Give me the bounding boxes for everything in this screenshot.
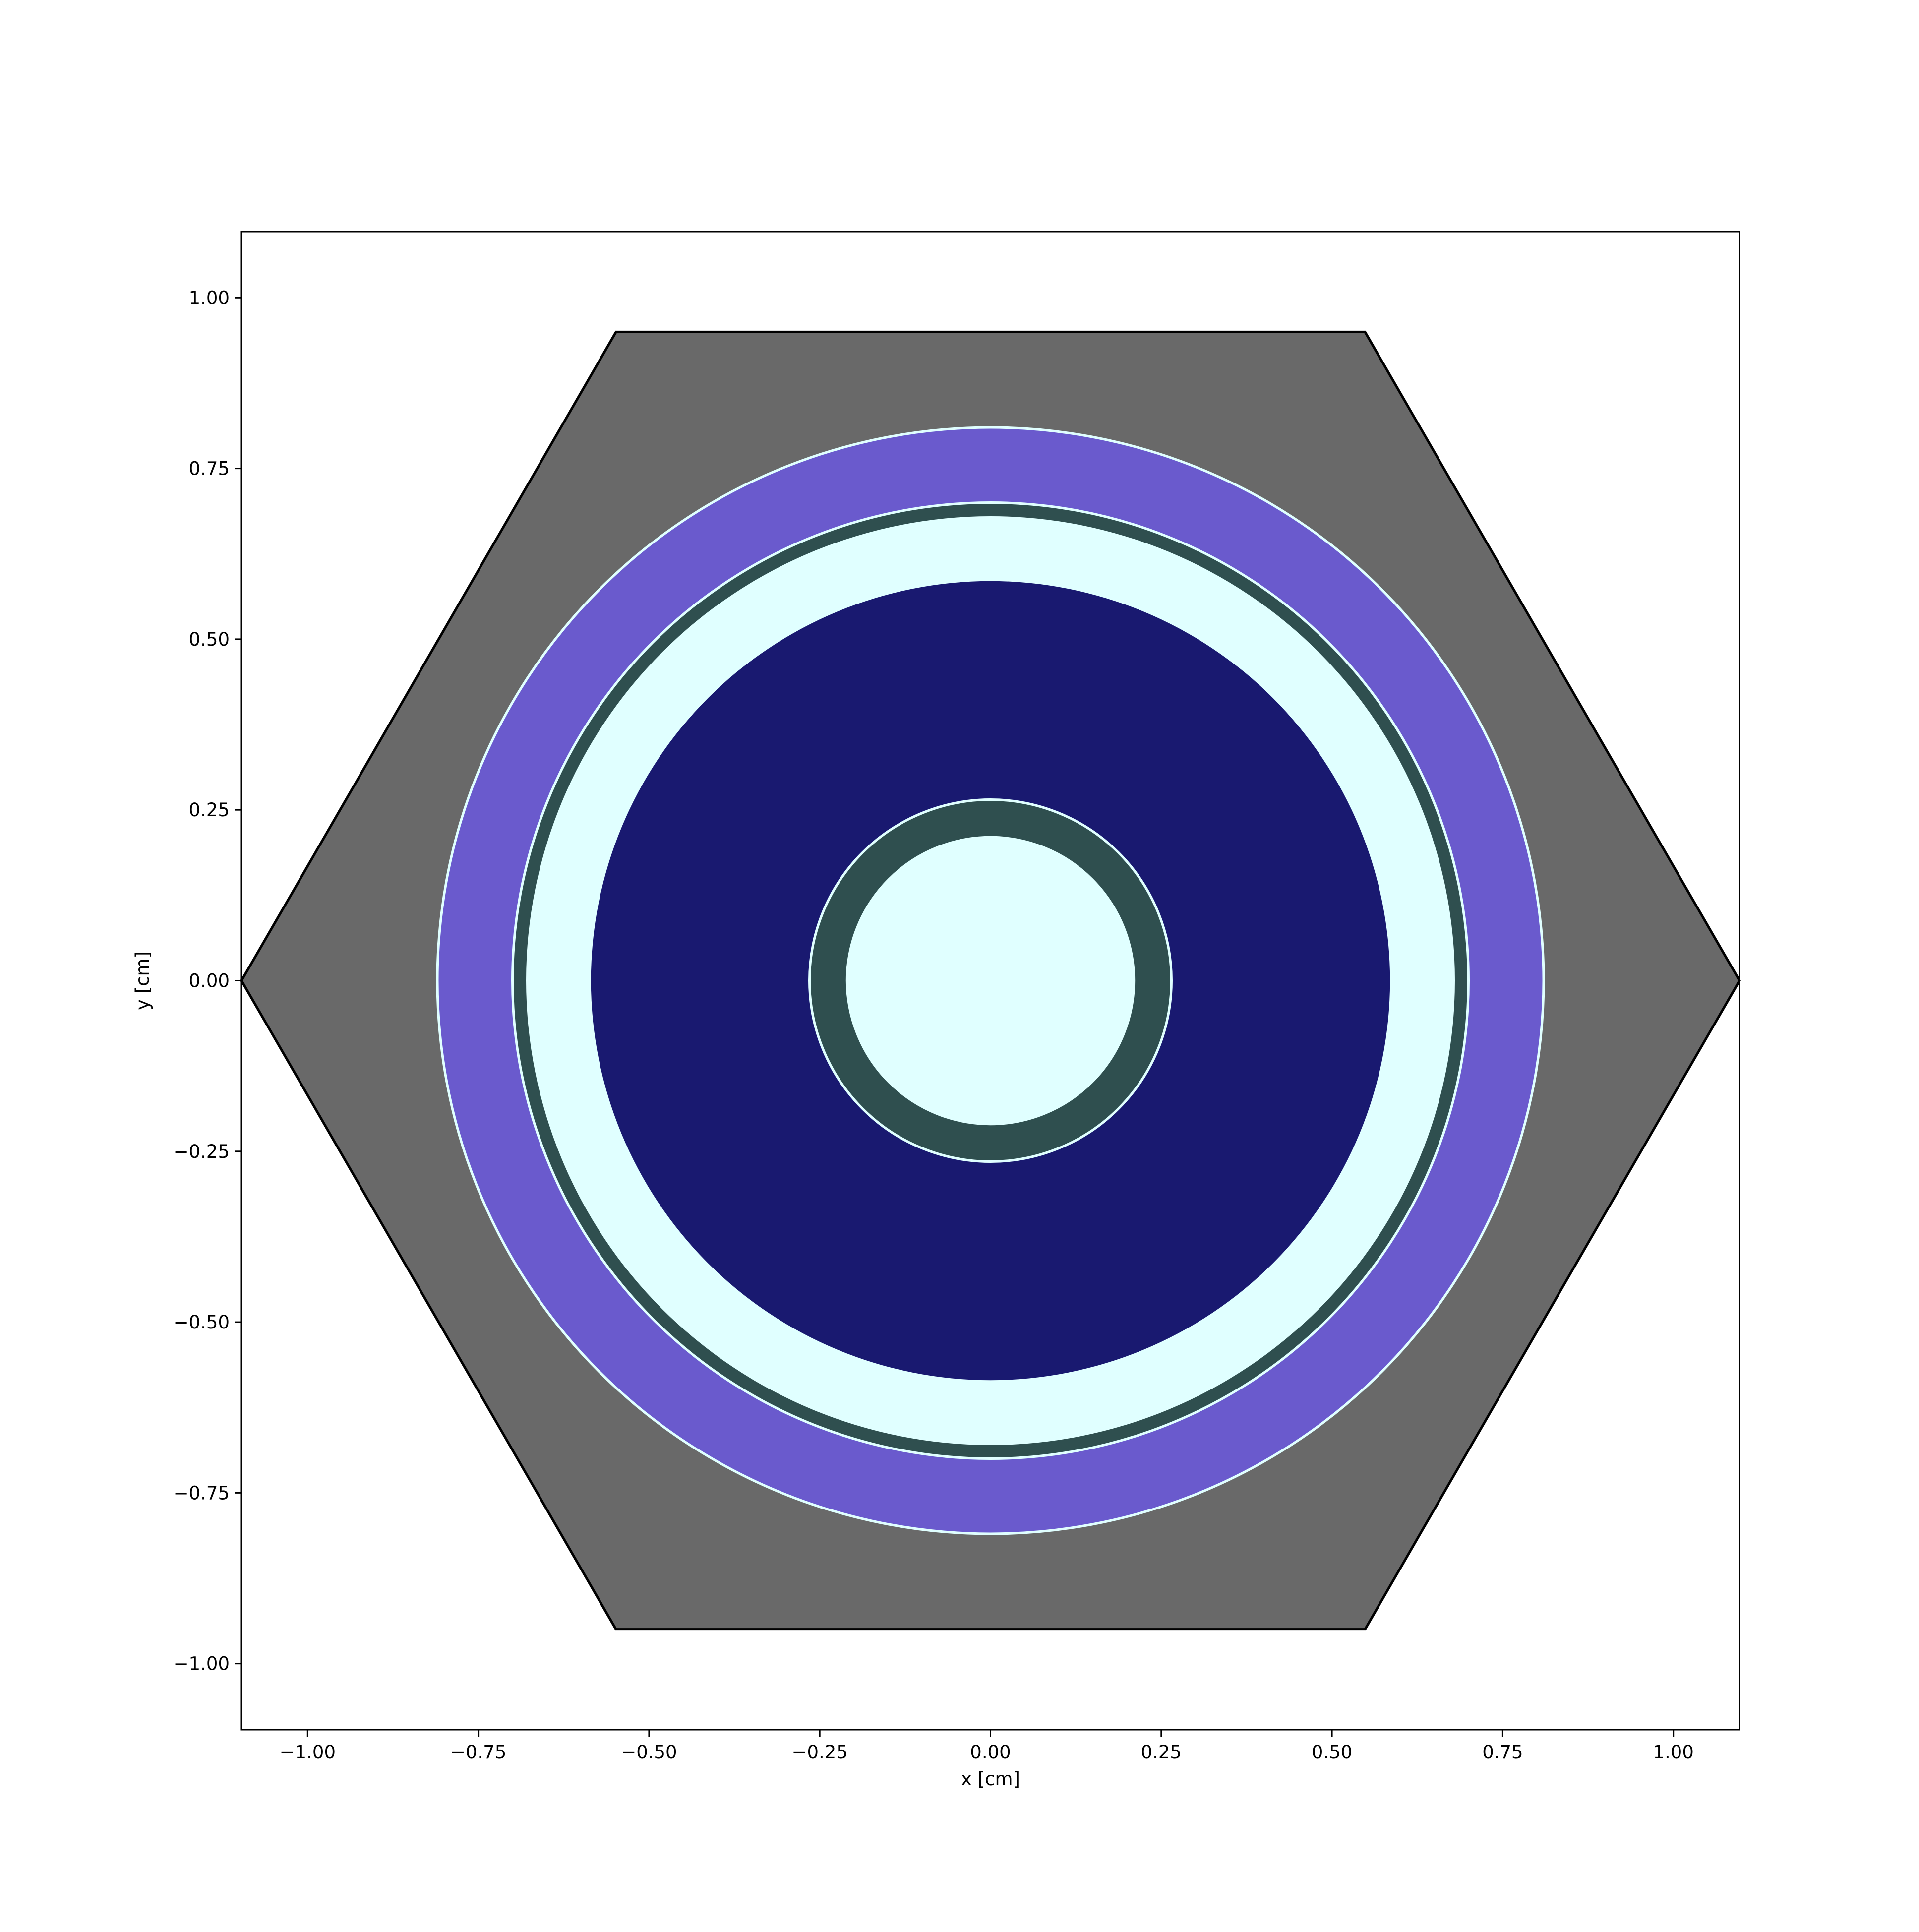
y-tick-label: 0.25 [189,799,230,821]
region-boundary-0 [436,426,1545,1535]
x-axis: −1.00 −0.75 −0.50 −0.25 0.00 0.25 0.50 0.75 1.00 [280,1730,1694,1763]
x-tick-label: −0.75 [450,1742,506,1763]
y-axis: 1.00 0.75 0.50 0.25 0.00 −0.25 −0.50 −0.75 −1.00 [174,287,241,1675]
region-boundary-1 [511,501,1470,1460]
y-tick-label: 0.75 [189,458,230,480]
x-tick-label: 0.50 [1312,1742,1352,1763]
y-tick-label: −0.75 [174,1482,230,1504]
region-boundary-3 [845,836,1136,1126]
y-axis-label: y [cm] [132,951,153,1010]
y-tick-label: 0.50 [189,629,230,650]
x-tick-label: 0.00 [970,1742,1011,1763]
region-ring-5 [847,837,1134,1124]
x-tick-label: −0.25 [792,1742,848,1763]
x-axis-label: x [cm] [961,1768,1020,1790]
y-tick-label: −0.25 [174,1141,230,1162]
x-tick-label: −1.00 [280,1742,336,1763]
x-tick-label: 0.25 [1141,1742,1182,1763]
x-tick-label: 0.75 [1482,1742,1523,1763]
plot-area [240,330,1741,1631]
y-tick-label: −0.50 [174,1312,230,1333]
y-tick-label: −1.00 [174,1653,230,1675]
x-tick-label: −0.50 [621,1742,677,1763]
y-tick-label: 0.00 [189,970,230,992]
region-boundary-2 [808,798,1173,1163]
y-tick-label: 1.00 [189,287,230,308]
x-tick-label: 1.00 [1653,1742,1693,1763]
